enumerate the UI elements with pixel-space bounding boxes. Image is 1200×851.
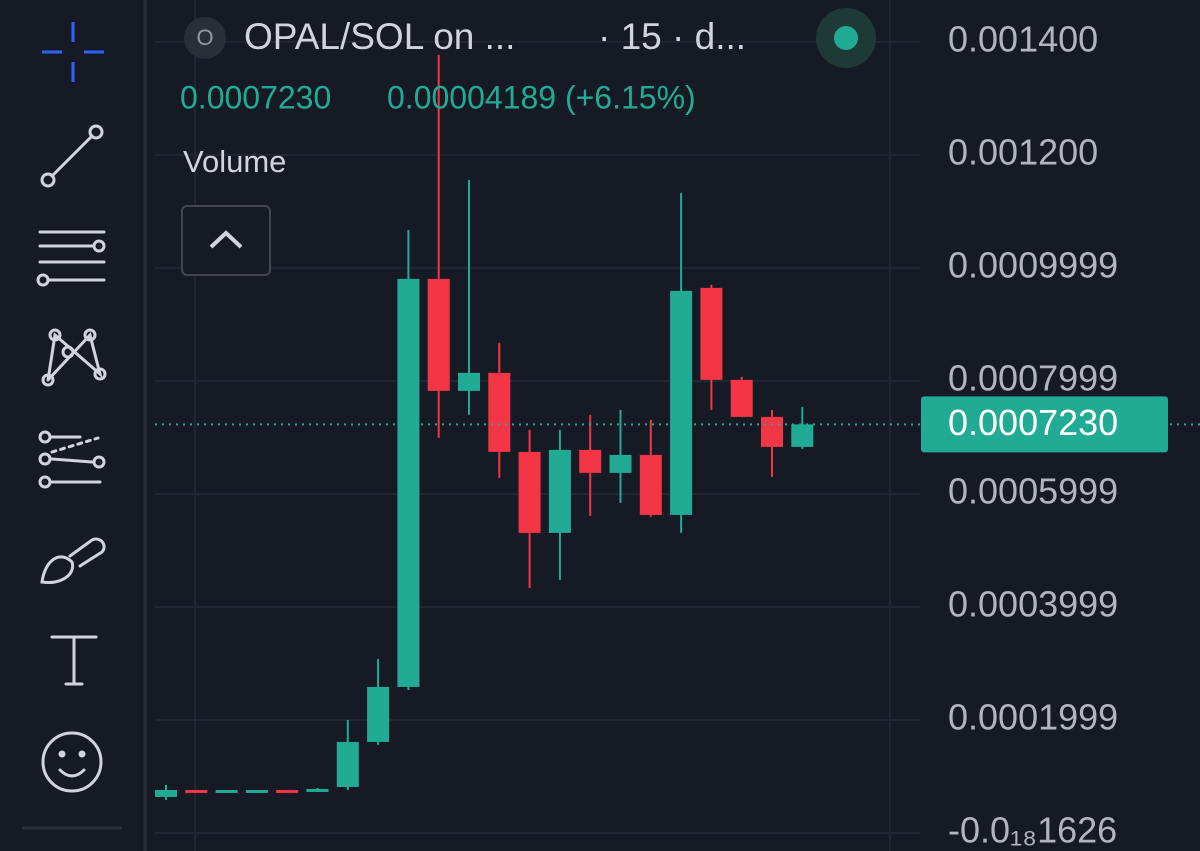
candle-body (761, 416, 783, 447)
y-tick-label: 0.001400 (948, 18, 1098, 59)
candle-body (336, 741, 359, 787)
brush-icon[interactable] (40, 537, 106, 585)
candle-body (700, 287, 723, 380)
candle-body (670, 290, 693, 515)
y-tick-label: -0.0₁₈1626 (948, 809, 1117, 850)
candle-body (579, 449, 602, 473)
y-tick-label: 0.0009999 (948, 244, 1118, 285)
candle-body (548, 449, 571, 533)
chevron-icon (209, 230, 243, 249)
toolbar (0, 0, 147, 851)
candle-body (791, 424, 814, 447)
plot-area (155, 54, 1200, 800)
y-tick-label: 0.001200 (948, 131, 1098, 172)
fib-icon[interactable] (36, 230, 106, 287)
toolbar-bg (0, 0, 145, 851)
grid (155, 0, 920, 851)
candle-body (458, 372, 480, 391)
candle-body (245, 789, 268, 793)
candle-body (276, 789, 299, 793)
candle-body (215, 789, 238, 793)
status-dot (834, 26, 858, 50)
candle-body (427, 278, 450, 391)
y-tick-label: 0.0007999 (948, 357, 1118, 398)
emoji-icon[interactable] (41, 731, 103, 793)
candle-body (609, 454, 632, 473)
symbol[interactable]: OPAL/SOL on ... (244, 16, 515, 57)
price: 0.0007230 (180, 79, 331, 115)
candle-body (639, 454, 662, 515)
price-axis: 0.001400 0.001200 0.0009999 0.0007999 0.0005… (921, 18, 1168, 850)
candle-body (185, 789, 208, 793)
crosshair-icon[interactable] (42, 22, 104, 82)
collapse-button[interactable] (181, 205, 271, 276)
symbol-icon: O (196, 25, 213, 50)
interval[interactable]: · 15 · d... (598, 16, 746, 57)
indicator-label[interactable]: Volume (183, 144, 286, 179)
candle-body (488, 372, 511, 452)
change: 0.00004189 (+6.15%) (387, 79, 696, 115)
candle-body (730, 379, 753, 417)
header: O OPAL/SOL on ... · 15 · d... 0.0007230 … (180, 8, 876, 276)
candle-body (306, 788, 329, 792)
y-tick-label: 0.0003999 (948, 584, 1118, 625)
symbol-icon-bg (184, 17, 226, 59)
y-tick-label: 0.0005999 (948, 470, 1118, 511)
candle-body (518, 451, 541, 533)
last-price-label: 0.0007230 (948, 402, 1118, 443)
trend-line-icon[interactable] (40, 124, 104, 188)
pattern-icon[interactable] (41, 328, 107, 387)
candle-body (367, 686, 390, 742)
last-price-tag (921, 396, 1168, 453)
y-tick-label: 0.0001999 (948, 697, 1118, 738)
text-icon[interactable] (50, 635, 98, 686)
projection-icon[interactable] (38, 430, 106, 489)
candle-body (155, 789, 177, 797)
candle-body (397, 278, 420, 687)
